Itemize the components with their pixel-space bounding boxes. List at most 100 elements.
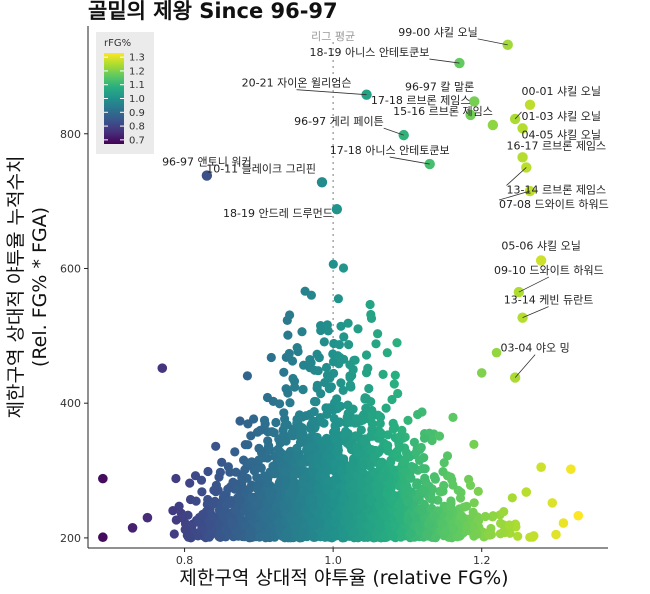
data-point xyxy=(424,519,434,529)
data-point xyxy=(338,385,348,395)
data-point xyxy=(256,491,266,501)
data-point xyxy=(293,515,303,525)
data-point xyxy=(376,428,386,438)
data-point xyxy=(330,518,340,528)
data-point xyxy=(279,408,289,418)
data-point xyxy=(480,511,490,522)
data-point xyxy=(306,442,316,452)
data-point xyxy=(287,356,298,366)
data-point xyxy=(383,430,393,440)
y-ticks: 200 400 600 800 xyxy=(60,128,88,545)
data-point xyxy=(405,473,415,483)
data-point xyxy=(407,461,417,472)
data-point xyxy=(373,329,383,339)
data-point xyxy=(168,506,178,516)
data-point xyxy=(309,396,320,407)
data-point xyxy=(298,384,308,395)
data-point xyxy=(403,415,413,425)
data-point xyxy=(434,431,445,441)
y-tick-label: 600 xyxy=(60,262,81,275)
data-point xyxy=(406,528,416,538)
data-point xyxy=(394,500,404,510)
data-point xyxy=(359,436,369,446)
data-point xyxy=(263,436,273,446)
data-point xyxy=(383,440,393,451)
point-annotation: 99-00 샤킬 오닐 xyxy=(398,26,477,39)
data-point xyxy=(214,472,224,482)
data-point xyxy=(243,419,253,429)
data-point xyxy=(227,520,238,530)
data-point xyxy=(265,445,275,455)
data-point xyxy=(284,488,294,498)
data-point xyxy=(235,416,245,426)
data-point xyxy=(211,441,221,451)
point-annotation: 15-16 르브론 제임스 xyxy=(393,105,493,118)
data-point-outlier xyxy=(558,518,569,528)
data-point xyxy=(329,529,339,539)
annotation-leader xyxy=(522,306,549,319)
data-point xyxy=(197,487,207,497)
data-point xyxy=(267,511,277,521)
data-point xyxy=(299,360,309,370)
data-point xyxy=(211,480,221,490)
data-point xyxy=(271,417,281,428)
data-point xyxy=(217,457,227,467)
data-point xyxy=(287,427,297,438)
data-point-outlier xyxy=(491,347,502,358)
data-point xyxy=(413,521,423,532)
labeled-point xyxy=(469,96,480,107)
data-point xyxy=(390,520,400,531)
points-cloud xyxy=(168,259,538,543)
annotation-leader xyxy=(296,89,367,96)
data-point xyxy=(473,486,483,496)
data-point xyxy=(358,527,368,538)
data-point-outlier xyxy=(547,498,558,508)
data-point xyxy=(330,458,341,468)
data-point xyxy=(381,403,391,413)
point-annotation: 03-04 야오 밍 xyxy=(500,342,569,355)
labeled-point xyxy=(487,119,499,131)
data-point xyxy=(387,394,397,405)
data-point xyxy=(208,512,219,522)
data-point xyxy=(339,492,349,502)
data-point xyxy=(219,508,229,518)
data-point xyxy=(438,467,448,477)
data-point xyxy=(297,327,307,337)
data-point xyxy=(246,526,256,536)
point-annotations: 99-00 샤킬 오닐 18-19 아니스 안테토쿤보 96-97 칼 말론 00-0… xyxy=(162,26,609,378)
data-point xyxy=(268,461,278,471)
data-point xyxy=(438,486,448,496)
data-point xyxy=(390,370,400,380)
data-point xyxy=(343,318,353,328)
data-point xyxy=(439,458,449,468)
data-point xyxy=(203,466,213,477)
data-point xyxy=(335,352,345,362)
data-point xyxy=(339,332,349,342)
point-annotation: 07-08 드와이트 하워드 xyxy=(499,197,609,211)
data-point xyxy=(286,515,296,525)
labeled-point xyxy=(331,204,343,215)
data-point xyxy=(386,457,396,467)
data-point xyxy=(283,451,293,461)
data-point xyxy=(365,299,375,310)
data-point xyxy=(367,419,377,429)
x-tick-label: 0.8 xyxy=(176,554,194,567)
data-point xyxy=(364,383,374,394)
data-point xyxy=(316,321,326,331)
annotation-leader xyxy=(429,58,460,64)
data-point xyxy=(293,451,303,461)
data-point xyxy=(331,475,341,485)
point-annotation: 96-97 앤토니 워커 xyxy=(162,156,252,169)
data-point-outlier xyxy=(142,512,153,523)
data-point xyxy=(321,362,332,373)
data-point xyxy=(338,263,349,273)
data-point xyxy=(222,526,232,536)
data-point xyxy=(339,529,349,539)
data-point-outlier xyxy=(476,368,487,378)
data-point xyxy=(281,436,291,446)
legend-title: rFG% xyxy=(104,38,131,49)
data-point xyxy=(419,433,430,443)
data-point xyxy=(297,412,307,422)
data-point xyxy=(322,510,332,520)
data-point xyxy=(290,382,300,392)
